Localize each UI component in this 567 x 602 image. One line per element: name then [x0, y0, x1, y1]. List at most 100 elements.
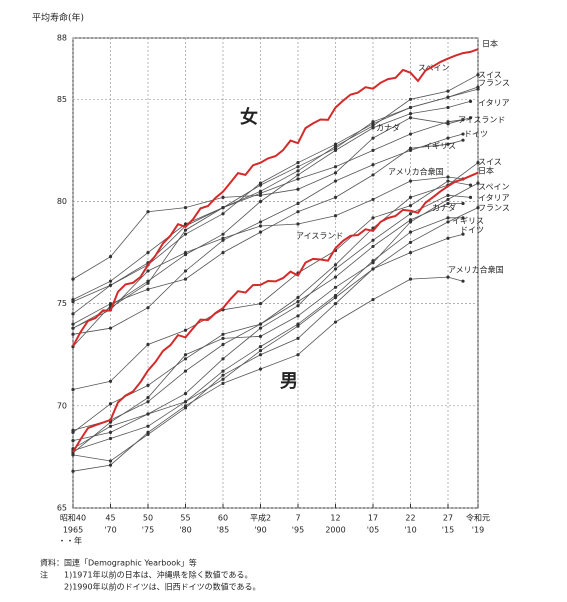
point: [371, 197, 375, 202]
point: [258, 349, 263, 353]
point: [183, 369, 188, 373]
series-label: イタリア: [478, 99, 510, 108]
point: [371, 244, 375, 249]
point: [183, 400, 188, 404]
point: [258, 322, 263, 326]
point: [221, 377, 225, 381]
point: [468, 195, 473, 199]
series-line: [72, 180, 471, 390]
series-label: アイスランド: [458, 116, 505, 125]
point: [446, 136, 450, 140]
series-line: [72, 217, 463, 441]
point: [71, 428, 75, 432]
point: [221, 381, 225, 385]
point: [221, 332, 225, 336]
point: [371, 148, 375, 152]
point: [146, 383, 150, 387]
point: [296, 177, 300, 181]
y-tick-label: 88: [57, 34, 67, 43]
point: [476, 87, 480, 91]
point: [258, 334, 263, 338]
point: [71, 297, 75, 302]
point: [468, 183, 473, 187]
point: [296, 295, 300, 300]
point: [461, 118, 465, 122]
point: [108, 459, 113, 463]
point: [221, 236, 225, 240]
point: [408, 277, 413, 281]
x-tick-label: 60: [218, 514, 228, 523]
point: [408, 250, 413, 255]
series-label: スペイン: [418, 64, 449, 73]
point: [333, 267, 338, 271]
point: [258, 230, 263, 234]
point: [296, 353, 300, 357]
series-line: [72, 162, 479, 433]
x-tick-label-western: '75: [142, 526, 154, 535]
point: [146, 306, 150, 310]
point: [371, 122, 375, 126]
point: [371, 259, 375, 263]
point: [296, 210, 300, 214]
point: [461, 279, 465, 283]
series-line: [72, 176, 464, 329]
point: [446, 220, 450, 224]
series-label: ドイツ: [460, 226, 484, 235]
point: [183, 228, 188, 232]
point: [476, 206, 480, 210]
point: [146, 342, 150, 347]
point: [296, 161, 300, 165]
point: [371, 126, 375, 130]
y-tick-label: 70: [57, 401, 67, 410]
point: [296, 314, 300, 318]
series-line: [72, 203, 463, 431]
point: [371, 163, 375, 167]
x-tick-label-western: '05: [367, 526, 379, 535]
point: [446, 89, 450, 93]
point: [408, 240, 413, 244]
point: [146, 279, 150, 283]
point: [71, 438, 75, 443]
point: [71, 332, 75, 336]
point: [258, 326, 263, 330]
point: [408, 230, 413, 234]
x-tick-label: 45: [105, 514, 115, 523]
point: [408, 195, 413, 199]
y-tick-label: 85: [57, 95, 67, 104]
point: [461, 232, 465, 236]
x-tick-label: 12: [330, 514, 340, 523]
point: [183, 250, 188, 255]
x-tick-label-western: '80: [179, 526, 191, 535]
point: [183, 353, 188, 357]
point: [446, 179, 450, 183]
point: [146, 396, 150, 400]
point: [468, 116, 473, 120]
point: [258, 344, 263, 349]
point: [108, 379, 113, 383]
series-label: アメリカ合衆国: [388, 167, 444, 177]
point: [446, 197, 450, 202]
point: [408, 116, 413, 120]
point: [108, 430, 113, 434]
point: [408, 179, 413, 183]
x-tick-label: 17: [368, 514, 378, 523]
point: [296, 304, 300, 308]
point: [408, 132, 413, 136]
annotation: 女: [240, 106, 258, 128]
series-line: [72, 74, 479, 329]
point: [446, 120, 450, 124]
point: [461, 201, 465, 206]
point: [258, 224, 263, 228]
point: [146, 430, 150, 434]
point: [333, 179, 338, 183]
point: [296, 201, 300, 206]
point: [71, 469, 75, 473]
point: [258, 353, 263, 357]
x-tick-label: 55: [180, 514, 190, 523]
point: [461, 216, 465, 220]
point: [221, 250, 225, 255]
point: [296, 187, 300, 191]
point: [221, 357, 225, 361]
point: [461, 132, 465, 136]
y-tick-label: 65: [57, 504, 67, 513]
